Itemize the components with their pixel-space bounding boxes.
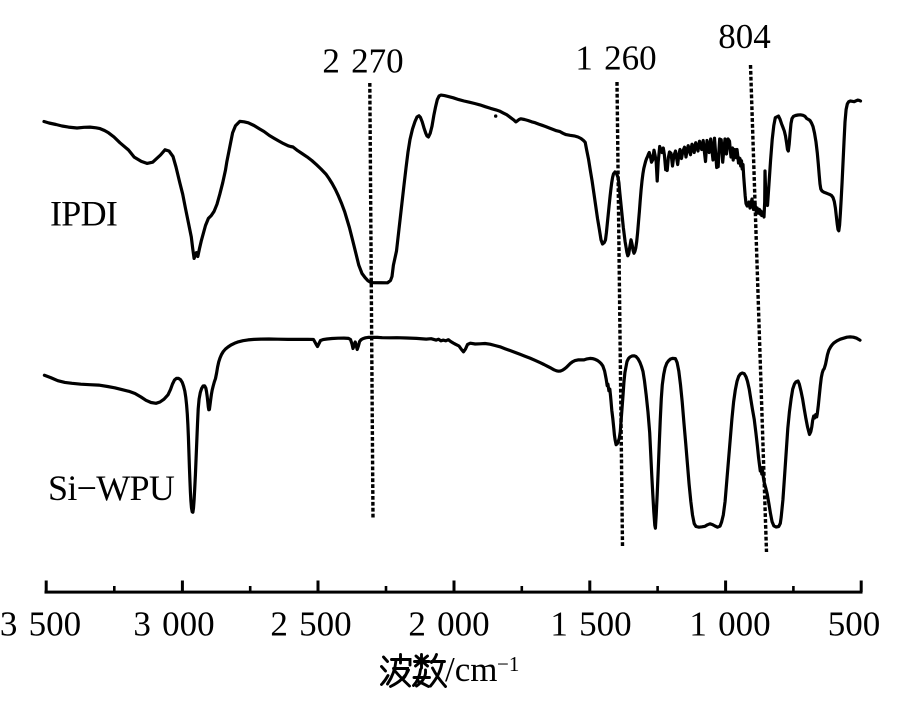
svg-text:1 500: 1 500 bbox=[550, 605, 631, 644]
svg-text:804: 804 bbox=[718, 17, 771, 56]
svg-text:2 500: 2 500 bbox=[270, 605, 351, 644]
svg-text:3 500: 3 500 bbox=[0, 605, 81, 644]
svg-text:1 260: 1 260 bbox=[575, 39, 656, 78]
svg-text:−1: −1 bbox=[497, 652, 519, 676]
svg-text:2 000: 2 000 bbox=[408, 605, 489, 644]
svg-text:/cm: /cm bbox=[445, 650, 497, 689]
svg-text:Si−WPU: Si−WPU bbox=[48, 468, 175, 508]
svg-text:1 000: 1 000 bbox=[689, 605, 770, 644]
svg-text:500: 500 bbox=[828, 605, 881, 644]
svg-text:IPDI: IPDI bbox=[50, 194, 117, 234]
svg-text:2 270: 2 270 bbox=[322, 42, 403, 81]
svg-text:3 000: 3 000 bbox=[133, 605, 214, 644]
